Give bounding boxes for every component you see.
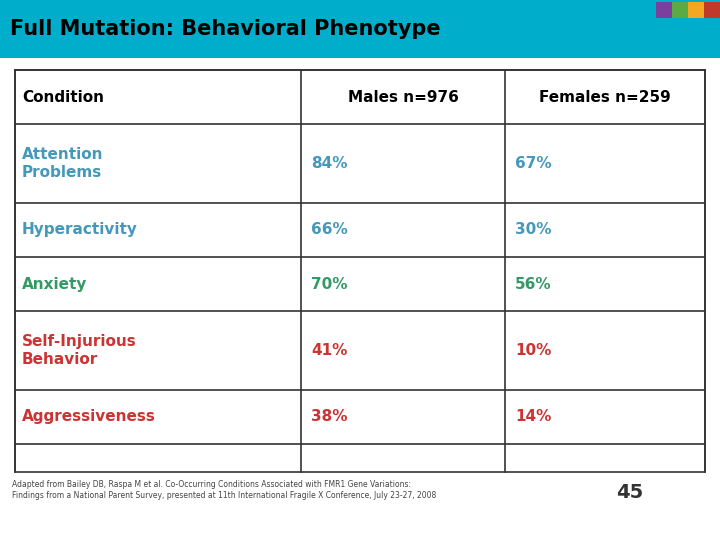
Text: Attention
Problems: Attention Problems (22, 147, 104, 180)
Text: Females n=259: Females n=259 (539, 90, 671, 105)
Text: Aggressiveness: Aggressiveness (22, 409, 156, 424)
Text: 41%: 41% (311, 343, 348, 358)
Text: 14%: 14% (515, 409, 552, 424)
Text: Anxiety: Anxiety (22, 276, 87, 292)
Text: 38%: 38% (311, 409, 348, 424)
Text: 10%: 10% (515, 343, 552, 358)
Text: Hyperactivity: Hyperactivity (22, 222, 138, 237)
Bar (15, 70, 705, 472)
Text: Adapted from Bailey DB, Raspa M et al. Co-Occurring Conditions Associated with F: Adapted from Bailey DB, Raspa M et al. C… (12, 480, 436, 500)
Text: Self-Injurious
Behavior: Self-Injurious Behavior (22, 334, 137, 367)
Text: 45: 45 (616, 483, 644, 502)
Text: 84%: 84% (311, 156, 348, 171)
Bar (656, 2, 672, 18)
Bar (0, 0, 720, 58)
Text: Males n=976: Males n=976 (348, 90, 459, 105)
Bar (688, 2, 704, 18)
Text: 70%: 70% (311, 276, 348, 292)
Text: 56%: 56% (515, 276, 552, 292)
Text: 66%: 66% (311, 222, 348, 237)
Bar (672, 2, 688, 18)
Bar (704, 2, 720, 18)
Text: 30%: 30% (515, 222, 552, 237)
Text: Full Mutation: Behavioral Phenotype: Full Mutation: Behavioral Phenotype (10, 19, 441, 39)
Text: 67%: 67% (515, 156, 552, 171)
Text: Condition: Condition (22, 90, 104, 105)
